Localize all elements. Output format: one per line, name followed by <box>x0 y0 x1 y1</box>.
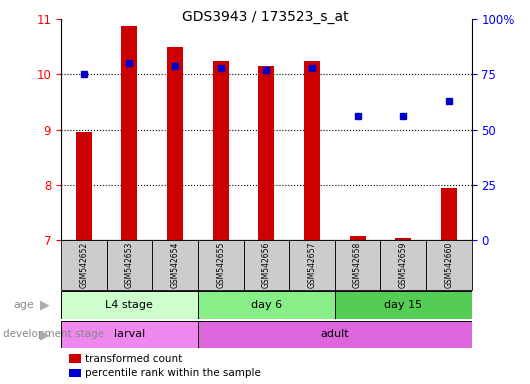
Bar <box>61 321 198 348</box>
Text: GDS3943 / 173523_s_at: GDS3943 / 173523_s_at <box>182 10 348 23</box>
Bar <box>107 240 152 290</box>
Bar <box>167 47 183 240</box>
Bar <box>289 240 335 290</box>
Text: GSM542653: GSM542653 <box>125 242 134 288</box>
Text: development stage: development stage <box>3 329 104 339</box>
Bar <box>258 66 275 240</box>
Text: percentile rank within the sample: percentile rank within the sample <box>85 368 261 378</box>
Text: GSM542652: GSM542652 <box>80 242 89 288</box>
Text: GSM542656: GSM542656 <box>262 242 271 288</box>
Bar <box>381 240 426 290</box>
Bar <box>350 236 366 240</box>
Bar <box>198 321 472 348</box>
Text: L4 stage: L4 stage <box>105 300 153 310</box>
Bar <box>335 240 381 290</box>
Text: larval: larval <box>114 329 145 339</box>
Text: GSM542655: GSM542655 <box>216 242 225 288</box>
Bar <box>304 61 320 240</box>
Text: ▶: ▶ <box>40 328 50 341</box>
Text: transformed count: transformed count <box>85 354 182 364</box>
Bar <box>395 238 411 240</box>
Bar <box>213 61 228 240</box>
Text: GSM542659: GSM542659 <box>399 242 408 288</box>
Bar <box>61 240 107 290</box>
Text: GSM542658: GSM542658 <box>353 242 362 288</box>
Text: GSM542657: GSM542657 <box>307 242 316 288</box>
Bar <box>152 240 198 290</box>
Text: GSM542654: GSM542654 <box>171 242 180 288</box>
Text: GSM542660: GSM542660 <box>444 242 453 288</box>
Bar <box>243 240 289 290</box>
Bar <box>426 240 472 290</box>
Text: adult: adult <box>321 329 349 339</box>
Text: day 6: day 6 <box>251 300 282 310</box>
Bar <box>198 240 243 290</box>
Bar <box>121 26 137 240</box>
Bar <box>335 291 472 319</box>
Text: age: age <box>13 300 34 310</box>
Text: ▶: ▶ <box>40 298 50 311</box>
Bar <box>76 132 92 240</box>
Bar <box>441 187 457 240</box>
Text: day 15: day 15 <box>384 300 422 310</box>
Bar <box>198 291 335 319</box>
Bar <box>61 291 198 319</box>
